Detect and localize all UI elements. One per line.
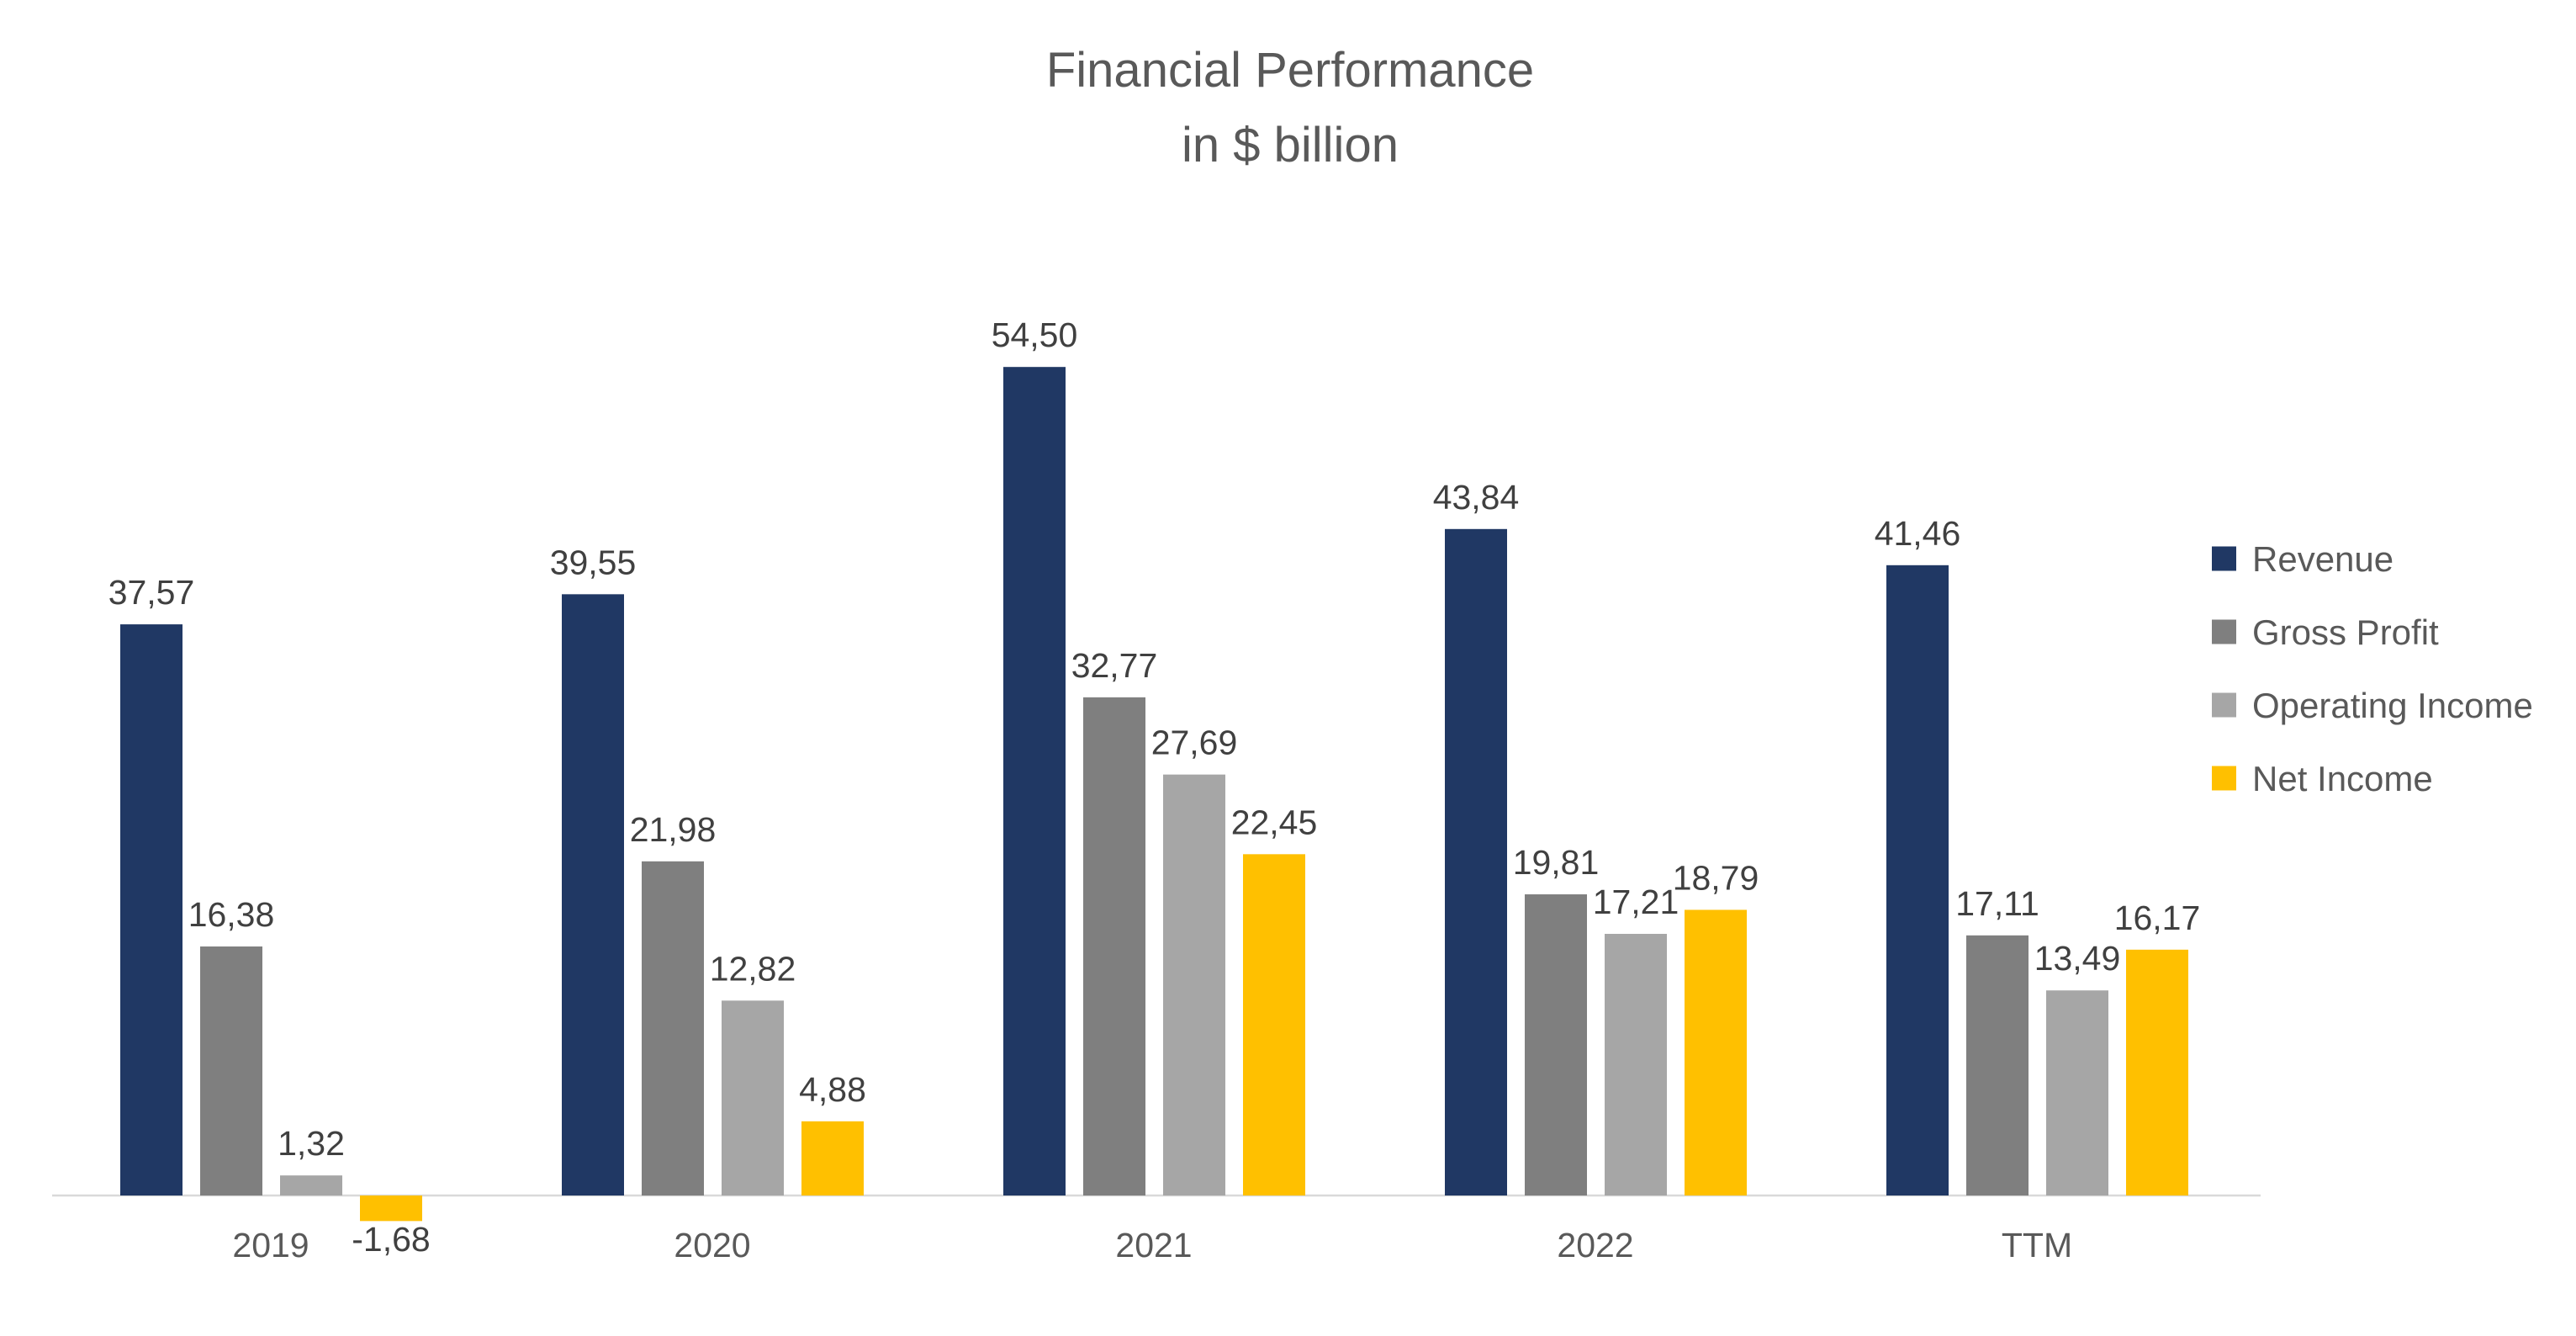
data-label: 32,77 [1071, 646, 1158, 685]
plot-area: 37,57 39,55 54,50 43,84 41,46 16,38 21,98 32,77… [52, 315, 2261, 1264]
chart-subtitle: in $ billion [1182, 118, 1399, 172]
legend-label: Operating Income [2252, 686, 2533, 725]
category-label: TTM [2002, 1226, 2072, 1264]
category-label: 2022 [1557, 1226, 1633, 1264]
data-label: 12,82 [710, 949, 796, 988]
bar-gross-profit-2022 [1525, 894, 1587, 1196]
bar-revenue-2021 [1003, 367, 1066, 1196]
category-label: 2019 [232, 1226, 309, 1264]
legend-label: Net Income [2252, 759, 2433, 798]
legend-swatch [2212, 546, 2236, 571]
bar-operating-income-2022 [1605, 934, 1667, 1196]
data-label: 54,50 [992, 315, 1078, 354]
chart-title: Financial Performance [1046, 43, 1534, 98]
category-label: 2021 [1115, 1226, 1192, 1264]
bar-operating-income-2021 [1163, 774, 1225, 1196]
bar-gross-profit-ttm [1966, 935, 2029, 1196]
data-label: 16,38 [188, 895, 275, 934]
bar-net-income-2022 [1685, 909, 1747, 1196]
legend-label: Revenue [2252, 539, 2394, 579]
bar-operating-income-2020 [722, 1000, 784, 1196]
data-label: 4,88 [799, 1070, 866, 1109]
bar-operating-income-2019 [280, 1175, 342, 1196]
data-label: 18,79 [1673, 858, 1759, 897]
data-label: 37,57 [108, 573, 195, 612]
legend-swatch [2212, 692, 2236, 718]
bar-revenue-2019 [120, 624, 182, 1196]
bar-revenue-ttm [1886, 565, 1949, 1196]
category-label: 2020 [674, 1226, 750, 1264]
data-label: 39,55 [550, 543, 637, 581]
bar-operating-income-ttm [2046, 990, 2108, 1196]
bar-gross-profit-2021 [1083, 697, 1145, 1196]
bar-net-income-ttm [2126, 949, 2188, 1196]
bar-net-income-2021 [1243, 854, 1305, 1196]
data-label: 21,98 [630, 810, 717, 849]
data-label: 27,69 [1151, 724, 1238, 762]
bar-revenue-2020 [562, 594, 624, 1196]
data-label: 19,81 [1513, 843, 1600, 882]
data-label: 41,46 [1875, 514, 1961, 553]
data-label: 17,11 [1955, 884, 2039, 923]
data-label: 13,49 [2034, 939, 2121, 978]
legend-label: Gross Profit [2252, 612, 2439, 652]
data-label: 43,84 [1433, 478, 1520, 517]
bar-gross-profit-2019 [200, 946, 262, 1196]
bar-net-income-2019 [360, 1196, 422, 1222]
bar-gross-profit-2020 [642, 861, 704, 1196]
legend-swatch [2212, 766, 2236, 791]
data-label: 1,32 [278, 1124, 345, 1163]
bar-revenue-2022 [1445, 528, 1507, 1196]
data-label: 16,17 [2114, 899, 2201, 937]
data-label: 22,45 [1231, 803, 1318, 841]
legend-swatch [2212, 619, 2236, 644]
data-label: 17,21 [1593, 883, 1679, 921]
bar-net-income-2020 [801, 1121, 864, 1196]
data-label: -1,68 [352, 1220, 430, 1259]
legend: Revenue Gross Profit Operating Income Net I… [2212, 539, 2533, 798]
